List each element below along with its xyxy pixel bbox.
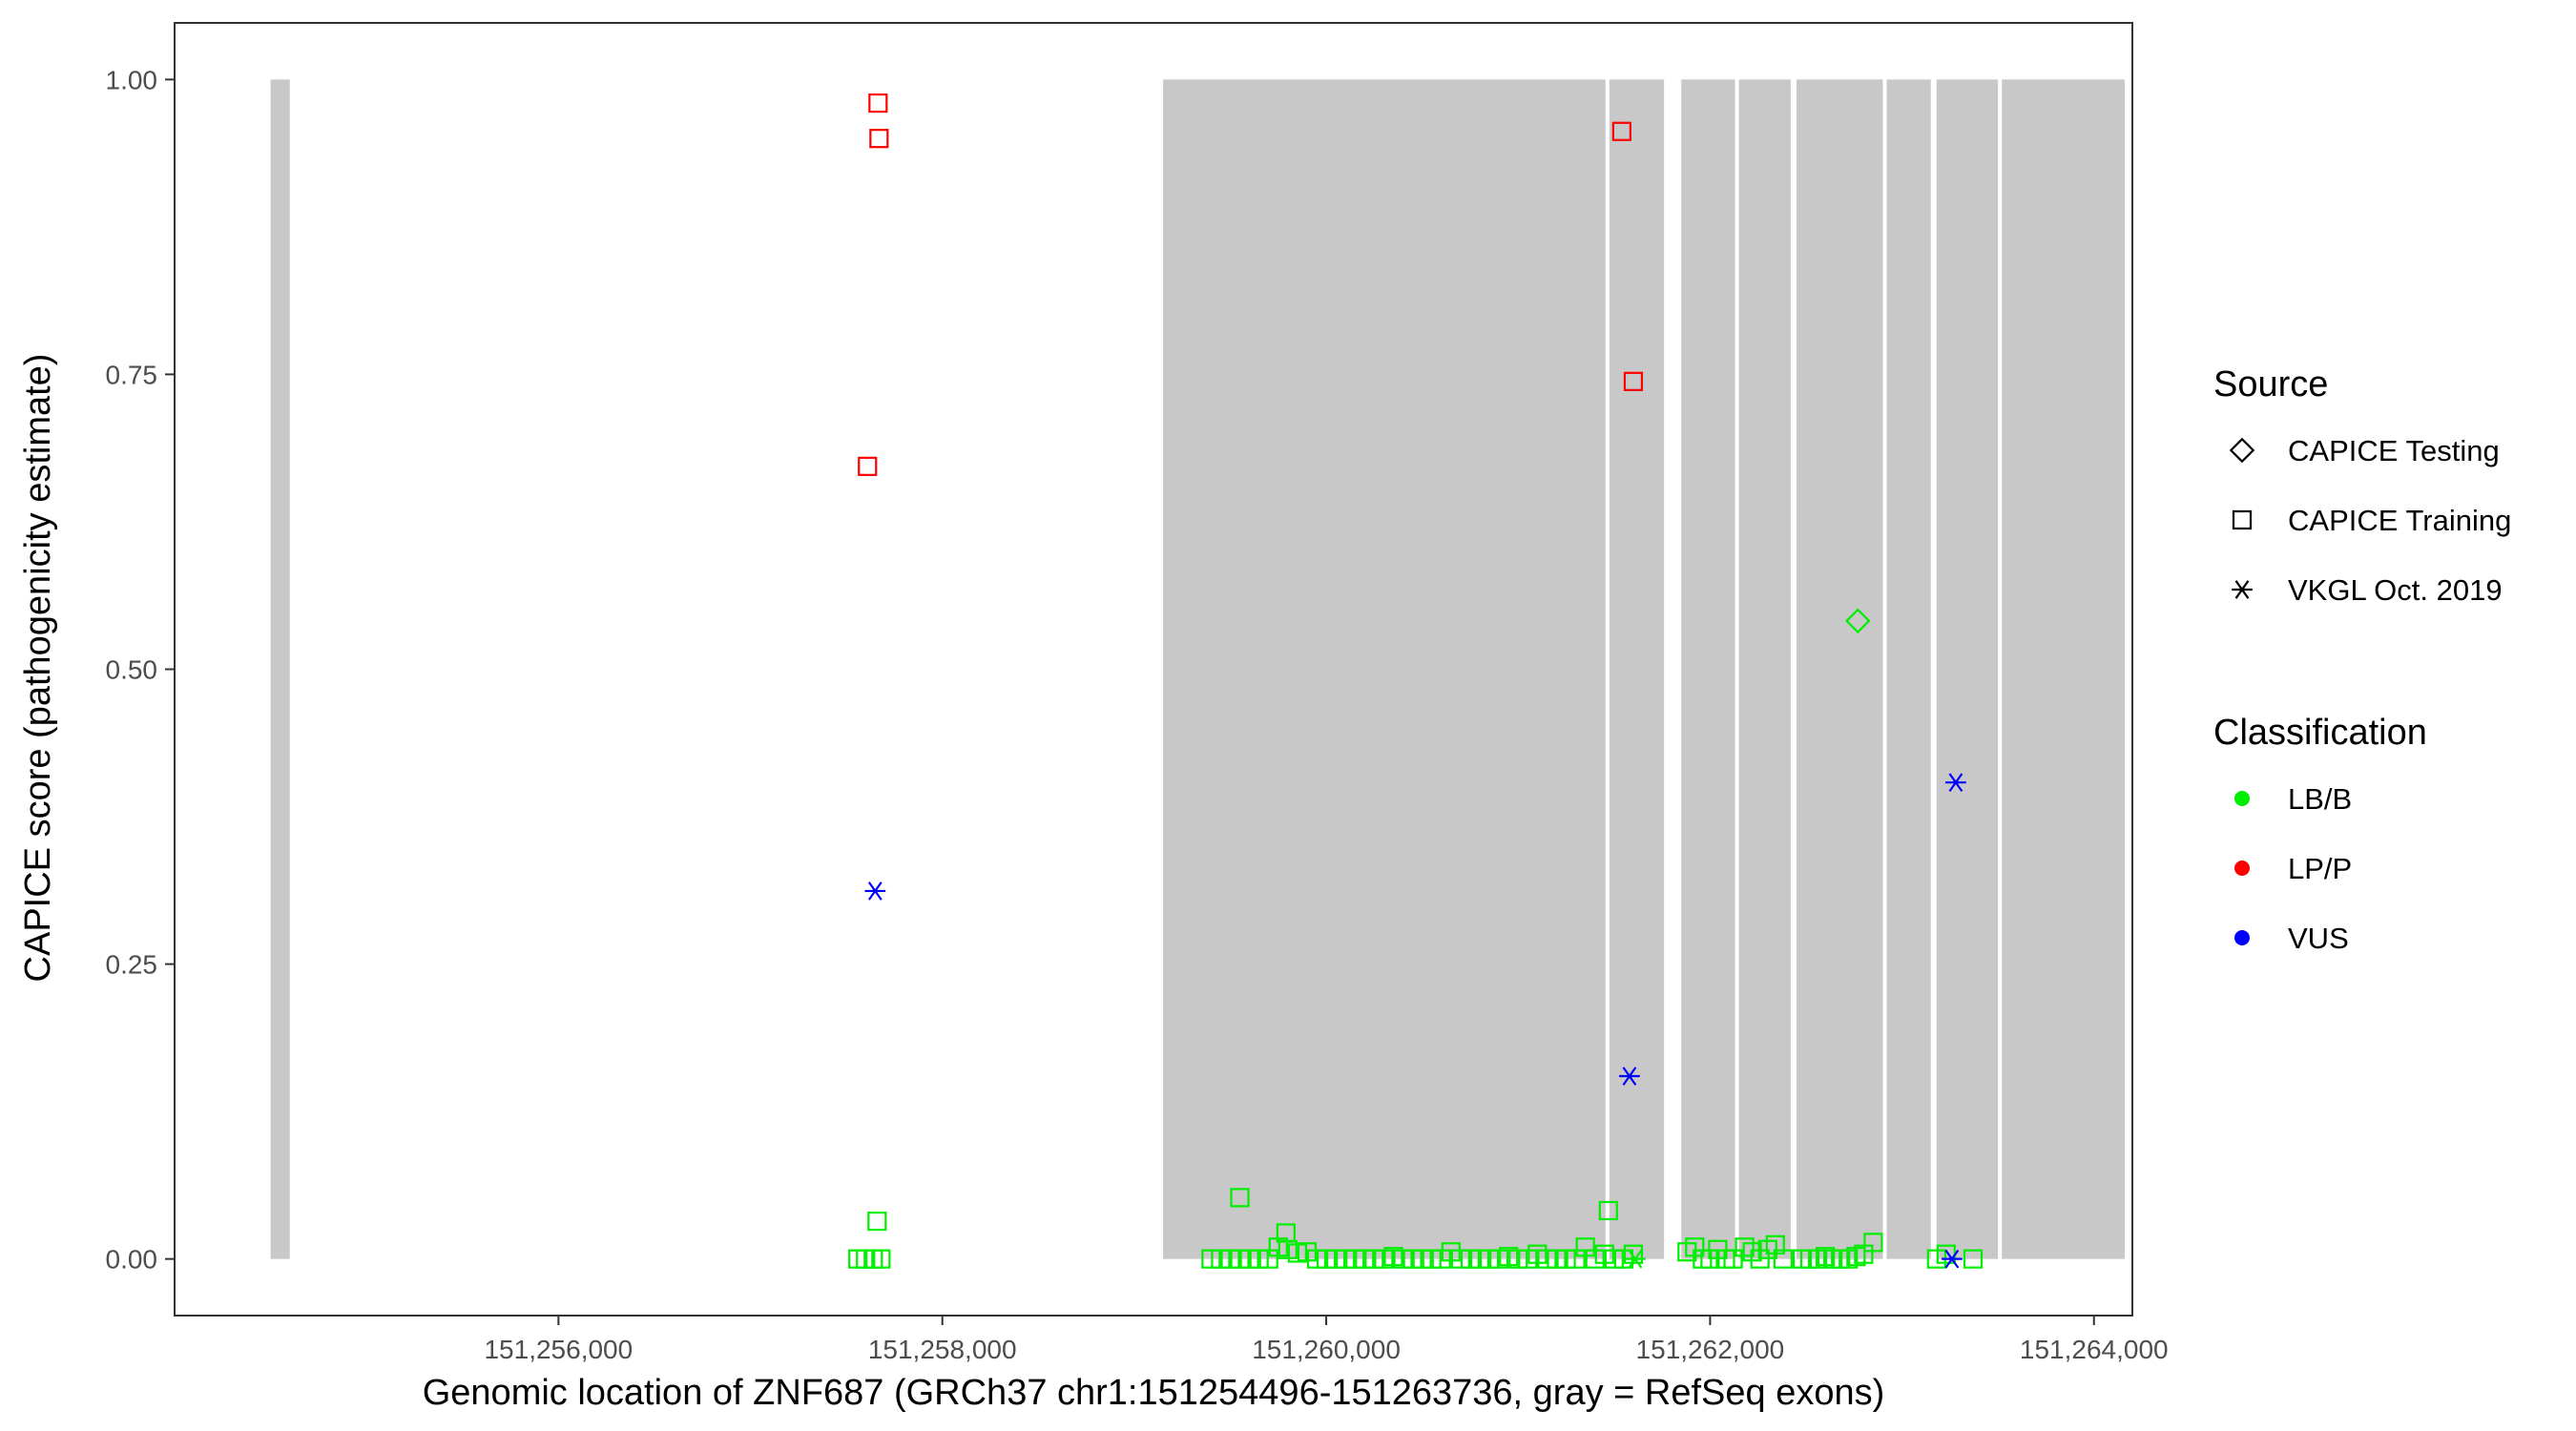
point-capice-training-lp-p-0 <box>868 93 888 114</box>
point-capice-training-lb-b-59 <box>1723 1249 1743 1269</box>
x-axis-title: Genomic location of ZNF687 (GRCh37 chr1:… <box>423 1373 1885 1413</box>
point-capice-training-lp-p-2 <box>858 456 878 476</box>
legend-classification-key-0 <box>2234 791 2250 806</box>
legend-classification-key-2 <box>2234 930 2250 945</box>
x-axis: 151,256,000 151,258,000 151,260,000 151,262… <box>484 1316 2169 1364</box>
legend-classification-key-1 <box>2234 861 2250 876</box>
point-capice-testing-lb-b-0 <box>1845 608 1871 634</box>
point-capice-training-lp-p-4 <box>1623 371 1644 391</box>
point-vkgl-oct-2019-vus-2 <box>1945 773 1966 793</box>
legend-source: Source CAPICE Testing CAPICE Training VKGL… <box>2213 364 2511 607</box>
y-tick-label-2: 0.50 <box>106 655 158 685</box>
legend-source-label-2: VKGL Oct. 2019 <box>2288 573 2503 607</box>
point-capice-training-lb-b-5 <box>1230 1188 1250 1208</box>
y-axis-title: CAPICE score (pathogenicity estimate) <box>18 354 58 983</box>
point-capice-training-lb-b-0 <box>867 1211 887 1232</box>
x-tick-label-0: 151,256,000 <box>484 1335 633 1364</box>
legend-source-key-1 <box>2232 509 2253 530</box>
legend-source-title: Source <box>2213 364 2328 404</box>
point-capice-training-lb-b-75 <box>1863 1233 1883 1253</box>
point-capice-training-lp-p-3 <box>1611 121 1631 141</box>
exon-regions <box>270 79 2125 1259</box>
point-capice-training-lb-b-52 <box>1623 1244 1644 1264</box>
exon-region-1 <box>1163 79 1606 1259</box>
point-vkgl-oct-2019-vus-3 <box>1942 1249 1963 1269</box>
exon-region-5 <box>1796 79 1883 1259</box>
y-tick-label-1: 0.25 <box>106 950 158 980</box>
legend-classification: Classification LB/B LP/P VUS <box>2213 713 2427 955</box>
point-capice-training-lb-b-65 <box>1773 1249 1793 1269</box>
x-tick-label-1: 151,258,000 <box>868 1335 1017 1364</box>
point-capice-training-lb-b-7 <box>1598 1200 1618 1221</box>
point-capice-training-lp-p-1 <box>869 129 889 149</box>
legend-source-label-1: CAPICE Training <box>2288 504 2511 537</box>
data-points <box>848 93 1984 1269</box>
x-tick-label-3: 151,262,000 <box>1636 1335 1785 1364</box>
legend-classification-label-2: VUS <box>2288 922 2349 955</box>
exon-region-8 <box>2002 79 2125 1259</box>
y-tick-label-4: 1.00 <box>106 65 158 94</box>
legend-classification-label-1: LP/P <box>2288 852 2352 885</box>
x-tick-label-4: 151,264,000 <box>2020 1335 2169 1364</box>
legend-source-label-0: CAPICE Testing <box>2288 434 2500 467</box>
legend-classification-label-0: LB/B <box>2288 782 2352 816</box>
point-vkgl-oct-2019-vus-0 <box>864 881 886 901</box>
legend-classification-title: Classification <box>2213 713 2427 753</box>
exon-region-2 <box>1609 79 1665 1259</box>
exon-region-7 <box>1936 79 1999 1259</box>
x-tick-label-2: 151,260,000 <box>1252 1335 1401 1364</box>
exon-region-6 <box>1886 79 1931 1259</box>
exon-region-4 <box>1738 79 1791 1259</box>
legend-source-key-0 <box>2229 437 2255 464</box>
y-axis: 0.00 0.25 0.50 0.75 1.00 <box>106 65 175 1275</box>
y-tick-label-3: 0.75 <box>106 360 158 389</box>
exon-region-3 <box>1681 79 1735 1259</box>
point-capice-training-lb-b-4 <box>871 1249 891 1269</box>
point-vkgl-oct-2019-vus-1 <box>1619 1067 1640 1086</box>
legend-source-key-2 <box>2232 580 2253 599</box>
y-tick-label-0: 0.00 <box>106 1245 158 1275</box>
point-capice-training-lb-b-78 <box>1963 1249 1984 1269</box>
exon-region-0 <box>270 79 290 1259</box>
